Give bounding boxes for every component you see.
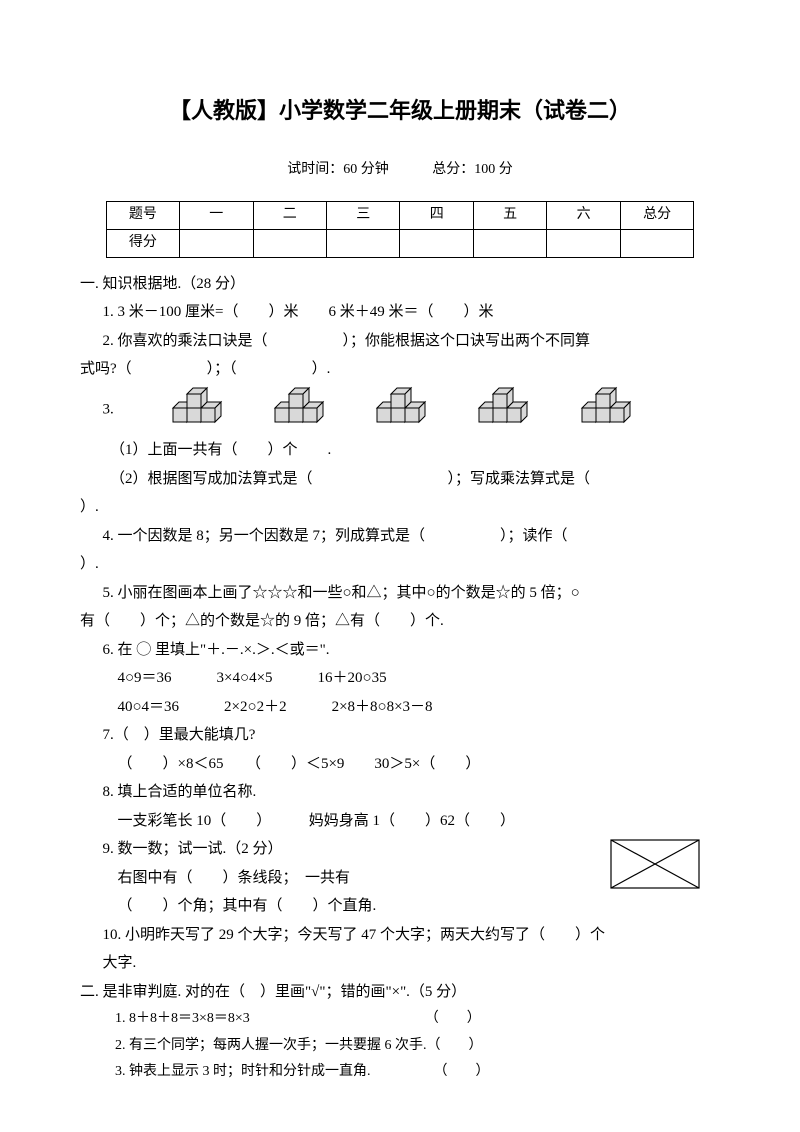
q3-2a: （2）根据图写成加法算式是（ ）；写成乘法算式是（ [80,465,720,494]
th: 题号 [106,202,179,230]
cube-group [248,384,331,437]
cubes-icon [475,384,535,426]
cube-group [146,384,229,437]
th: 一 [180,202,253,230]
q7a: 7.（ ）里最大能填几? [80,721,720,750]
th: 五 [473,202,546,230]
th: 三 [327,202,400,230]
cell [180,229,253,257]
j3: 3. 钟表上显示 3 时；时针和分针成一直角. （ ） [80,1059,720,1086]
table-row: 得分 [106,229,694,257]
q3-1: （1）上面一共有（ ）个 . [80,436,720,465]
q2b: 式吗?（ ）；（ ）. [80,355,720,384]
cubes-icon [169,384,229,426]
q3: 3. [80,384,720,437]
th: 六 [547,202,620,230]
cell [620,229,694,257]
q10a: 10. 小明昨天写了 29 个大字；今天写了 47 个大字；两天大约写了（ ）个 [80,921,720,950]
q5b: 有（ ）个；△的个数是☆的 9 倍；△有（ ）个. [80,607,720,636]
q3-label: 3. [103,401,114,417]
q2a: 2. 你喜欢的乘法口诀是（ ）；你能根据这个口诀写出两个不同算 [80,327,720,356]
q7b: （ ）×8＜65 （ ）＜5×9 30＞5×（ ） [80,750,720,779]
page-title: 【人教版】小学数学二年级上册期末（试卷二） [80,90,720,132]
cube-group [453,384,536,437]
q6c: 40○4＝36 2×2○2＋2 2×8＋8○8×3－8 [80,693,720,722]
total-label: 总分：100 分 [432,162,513,177]
section1-heading: 一. 知识根据地.（28 分） [80,270,720,299]
th: 二 [253,202,326,230]
q1: 1. 3 米－100 厘米=（ ）米 6 米＋49 米＝（ ）米 [80,298,720,327]
cell [327,229,400,257]
q4b: ）. [80,550,720,579]
section2-heading: 二. 是非审判庭. 对的在（ ）里画"√"；错的画"×".（5 分） [80,978,720,1007]
th: 总分 [620,202,694,230]
q5a: 5. 小丽在图画本上画了☆☆☆和一些○和△；其中○的个数是☆的 5 倍；○ [80,579,720,608]
cell [400,229,473,257]
q10b: 大字. [80,949,720,978]
q8a: 8. 填上合适的单位名称. [80,778,720,807]
cell [547,229,620,257]
cubes-row [124,384,654,437]
q9c: （ ）个角；其中有（ ）个直角. [80,892,720,921]
rect-x-icon [610,839,700,889]
cubes-icon [373,384,433,426]
j2: 2. 有三个同学；每两人握一次手；一共要握 6 次手.（ ） [80,1033,720,1060]
cube-group [351,384,434,437]
q4a: 4. 一个因数是 8；另一个因数是 7；列成算式是（ ）；读作（ [80,522,720,551]
cube-group [555,384,638,437]
th: 四 [400,202,473,230]
score-table: 题号 一 二 三 四 五 六 总分 得分 [106,201,695,257]
q6b: 4○9＝36 3×4○4×5 16＋20○35 [80,664,720,693]
meta-row: 试时间：60 分钟 总分：100 分 [80,157,720,184]
q8b: 一支彩笔长 10（ ） 妈妈身高 1（ ）62（ ） [80,807,720,836]
cubes-icon [578,384,638,426]
j1: 1. 8＋8＋8＝3×8＝8×3 （ ） [80,1006,720,1033]
cubes-icon [271,384,331,426]
q3-2b: ）. [80,493,720,522]
cell [253,229,326,257]
row-label: 得分 [106,229,179,257]
q6a: 6. 在 ◯ 里填上"＋.－.×.＞.＜或＝". [80,636,720,665]
cell [473,229,546,257]
table-row: 题号 一 二 三 四 五 六 总分 [106,202,694,230]
time-label: 试时间：60 分钟 [287,162,389,177]
